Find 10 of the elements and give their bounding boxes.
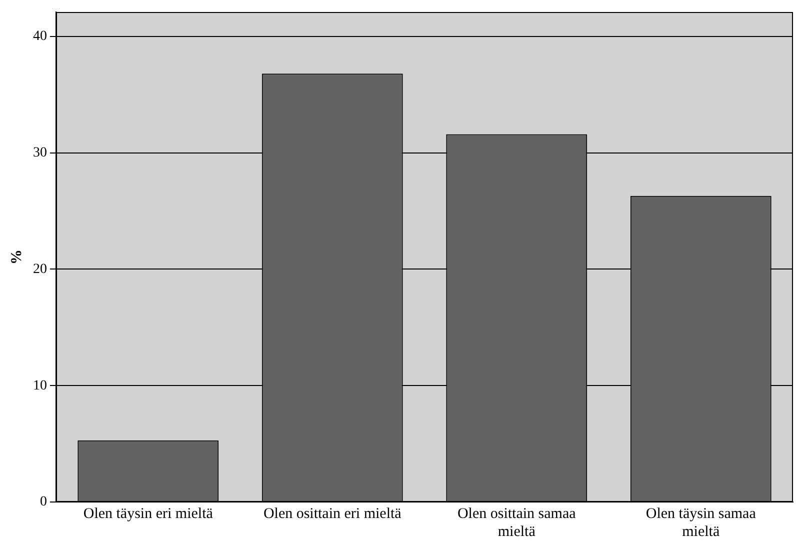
y-tick-label: 30 (33, 146, 47, 161)
x-tick-label: Olen osittain eri mieltä (263, 506, 402, 522)
y-tick-label: 10 (33, 378, 47, 394)
x-tick-label: Olen täysin eri mieltä (83, 506, 214, 522)
y-tick-label: 20 (33, 262, 47, 277)
y-tick-label: 40 (33, 29, 47, 44)
y-tick-label: 0 (40, 494, 47, 510)
y-axis-title: % (8, 250, 25, 264)
x-tick-label: Olen osittain samaa mieltä (457, 506, 576, 540)
x-tick-label: Olen täysin samaa mieltä (646, 506, 756, 540)
